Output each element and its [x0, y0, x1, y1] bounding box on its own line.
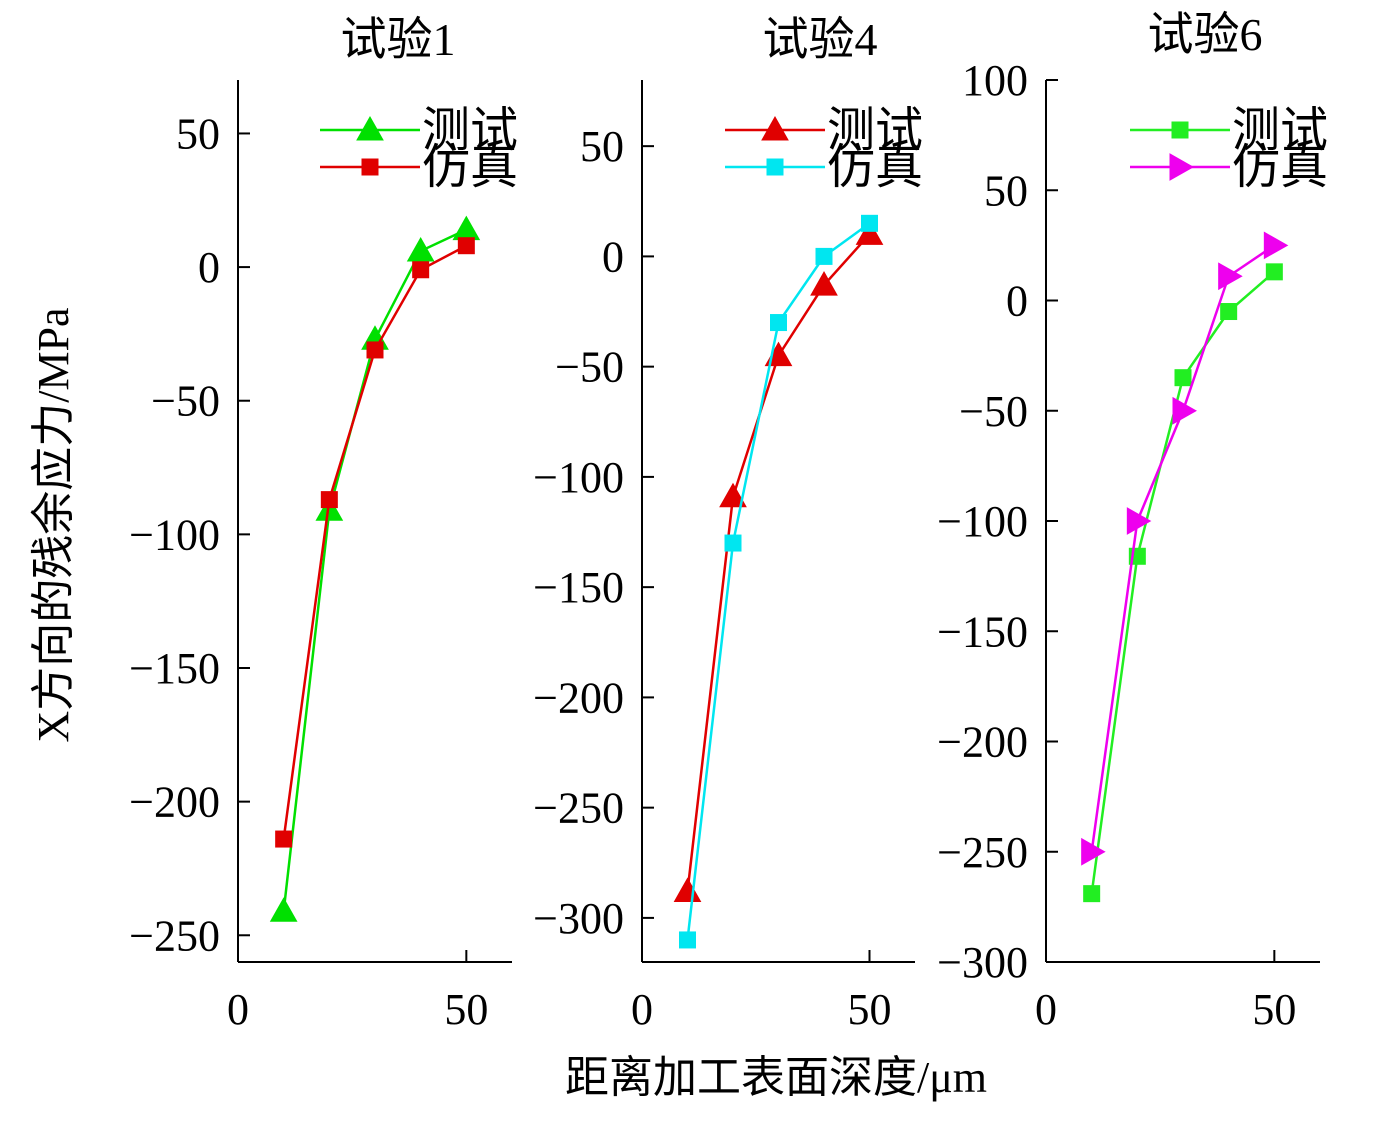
y-tick-label: −50 — [959, 387, 1028, 436]
x-tick-label: 50 — [1252, 985, 1296, 1034]
data-point — [855, 220, 884, 245]
y-tick-label: −100 — [533, 453, 624, 502]
legend-marker — [356, 115, 384, 141]
data-point — [320, 491, 338, 509]
data-point — [452, 215, 481, 241]
data-point — [810, 271, 838, 296]
y-tick-label: −200 — [937, 718, 1028, 767]
data-point — [275, 830, 293, 848]
x-tick-label: 0 — [1035, 985, 1057, 1034]
legend-label: 仿真 — [422, 141, 518, 194]
series-line-1 — [1090, 270, 1276, 894]
legend-marker — [361, 158, 379, 176]
y-tick-label: 0 — [198, 243, 220, 292]
y-tick-label: 50 — [580, 122, 624, 171]
y-tick-label: −100 — [129, 510, 220, 559]
data-point — [770, 314, 787, 332]
data-point — [679, 931, 696, 949]
panel-title: 试验6 — [1148, 9, 1263, 60]
y-tick-label: 50 — [176, 109, 220, 158]
y-tick-label: −150 — [129, 644, 220, 693]
data-point — [1218, 262, 1243, 291]
y-axis-label: X方向的残余应力/MPa — [29, 307, 78, 742]
series-line-2 — [1090, 244, 1276, 852]
data-point — [861, 214, 878, 232]
y-tick-label: −300 — [533, 894, 624, 943]
data-point — [412, 261, 430, 279]
y-tick-label: −250 — [533, 784, 624, 833]
legend-marker — [1169, 153, 1195, 181]
y-tick-label: −250 — [129, 911, 220, 960]
data-point — [724, 534, 742, 552]
legend-marker — [1171, 121, 1189, 139]
y-tick-label: −50 — [555, 343, 624, 392]
legend-label: 测试 — [422, 104, 518, 157]
x-axis-label: 距离加工表面深度/μm — [565, 1053, 987, 1102]
data-point — [673, 877, 702, 902]
legend-label: 仿真 — [1232, 141, 1328, 194]
data-point — [1083, 885, 1101, 903]
y-tick-label: −150 — [533, 563, 624, 612]
data-point — [457, 237, 475, 255]
x-tick-label: 0 — [227, 985, 249, 1034]
y-tick-label: 100 — [962, 56, 1028, 105]
y-tick-label: −50 — [151, 377, 220, 426]
data-point — [1263, 231, 1289, 260]
y-tick-label: 0 — [1006, 277, 1028, 326]
legend-label: 测试 — [1232, 104, 1328, 157]
y-tick-label: −300 — [937, 938, 1028, 987]
y-tick-label: −100 — [937, 497, 1028, 546]
data-point — [1081, 837, 1106, 866]
y-tick-label: −250 — [937, 828, 1028, 877]
data-point — [366, 341, 384, 359]
data-point — [1126, 507, 1152, 535]
data-point — [815, 247, 833, 265]
data-point — [1174, 369, 1192, 387]
panel-title: 试验1 — [341, 14, 456, 65]
data-point — [1172, 396, 1198, 425]
data-point — [1220, 303, 1238, 321]
legend-label: 测试 — [827, 104, 923, 157]
series-line-1 — [686, 233, 871, 892]
panel-title: 试验4 — [763, 14, 878, 65]
x-tick-label: 50 — [444, 985, 488, 1034]
legend-marker — [766, 158, 784, 176]
data-point — [269, 897, 298, 922]
legend-label: 仿真 — [827, 141, 923, 194]
y-tick-label: −200 — [129, 778, 220, 827]
y-tick-label: 0 — [602, 232, 624, 281]
data-point — [719, 482, 747, 508]
legend-marker — [761, 115, 789, 141]
y-tick-label: −150 — [937, 607, 1028, 656]
x-tick-label: 50 — [848, 985, 892, 1034]
data-point — [406, 237, 435, 262]
data-point — [1265, 263, 1283, 281]
x-tick-label: 0 — [631, 985, 653, 1034]
y-tick-label: −200 — [533, 673, 624, 722]
y-tick-label: 50 — [984, 166, 1028, 215]
